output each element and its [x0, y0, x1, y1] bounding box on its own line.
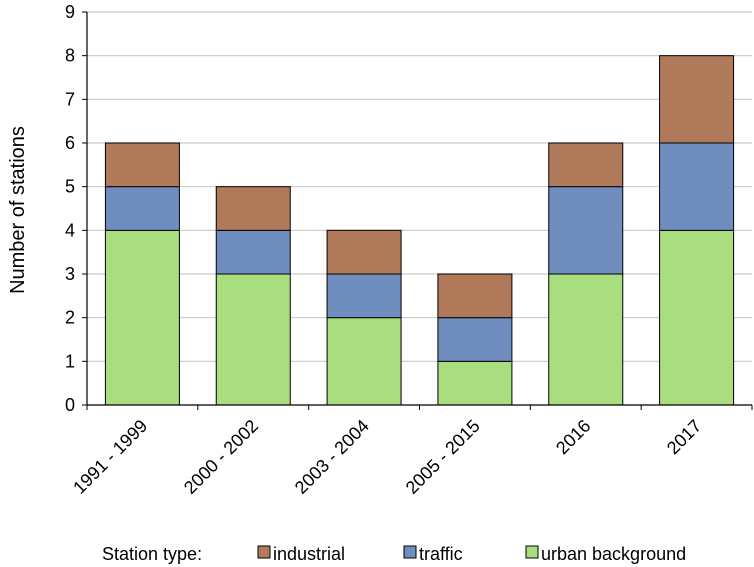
axes	[82, 11, 753, 410]
bar-segment-urban-background	[548, 273, 624, 406]
bar-segment-traffic	[659, 142, 735, 231]
bar-segment-traffic	[437, 317, 513, 362]
y-tick-label: 8	[65, 46, 75, 66]
legend-title: Station type:	[102, 544, 202, 564]
x-tick-labels: 1991 - 1999 2000 - 2002 2003 - 2004 2005 - …	[69, 416, 705, 498]
bar-segment-traffic	[548, 186, 624, 275]
x-tick-label: 2003 - 2004	[291, 416, 373, 498]
x-tick-label: 2005 - 2015	[402, 416, 484, 498]
legend-swatch-industrial	[257, 545, 271, 559]
legend: Station type: industrial traffic urban bac…	[102, 544, 686, 564]
bars	[104, 55, 735, 406]
y-tick-label: 7	[65, 89, 75, 109]
bar-segment-urban-background	[437, 360, 513, 406]
bar-segment-urban-background	[104, 229, 180, 406]
bar-segment-traffic	[326, 273, 402, 319]
bar-segment-industrial	[326, 229, 402, 275]
y-tick-label: 4	[65, 220, 75, 240]
legend-label-industrial: industrial	[273, 544, 345, 564]
y-tick-label: 0	[65, 395, 75, 415]
bar-segment-industrial	[215, 186, 291, 231]
bar-segment-traffic	[215, 229, 291, 275]
y-tick-label: 3	[65, 264, 75, 284]
bar-segment-industrial	[548, 142, 624, 188]
legend-label-traffic: traffic	[419, 544, 463, 564]
bar-segment-urban-background	[215, 273, 291, 406]
x-tick-label: 2016	[552, 416, 594, 458]
y-axis-title: Number of stations	[7, 126, 29, 294]
x-tick-label: 2017	[663, 416, 705, 458]
y-tick-label: 2	[65, 308, 75, 328]
y-tick-label: 6	[65, 133, 75, 153]
x-tick-label: 2000 - 2002	[180, 416, 262, 498]
bar-segment-industrial	[437, 273, 513, 319]
bar-segment-industrial	[104, 142, 180, 188]
legend-swatch-urban-background	[525, 545, 539, 559]
x-tick-label: 1991 - 1999	[69, 416, 151, 498]
y-tick-labels: 0 1 2 3 4 5 6 7 8 9	[65, 2, 75, 415]
y-tick-label: 1	[65, 351, 75, 371]
y-tick-label: 5	[65, 177, 75, 197]
gridlines	[87, 11, 752, 362]
bar-segment-urban-background	[659, 229, 735, 406]
bar-segment-urban-background	[326, 317, 402, 406]
bar-segment-industrial	[659, 55, 735, 144]
legend-label-urban-background: urban background	[541, 544, 686, 564]
y-tick-label: 9	[65, 2, 75, 22]
legend-swatch-traffic	[403, 545, 417, 559]
bar-segment-traffic	[104, 186, 180, 231]
